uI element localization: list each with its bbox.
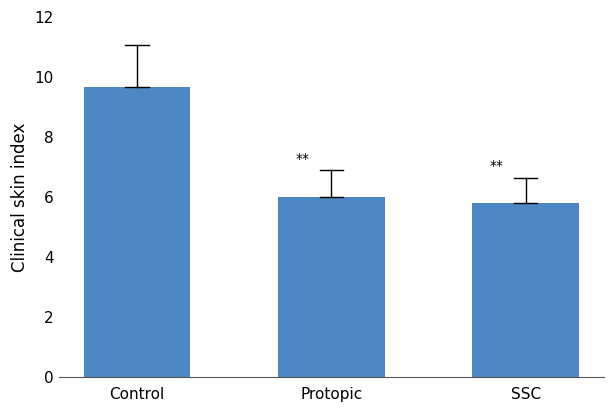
Bar xyxy=(84,87,191,377)
Y-axis label: Clinical skin index: Clinical skin index xyxy=(11,122,29,272)
Text: **: ** xyxy=(490,159,504,173)
Bar xyxy=(278,197,385,377)
Text: **: ** xyxy=(295,152,309,166)
Bar xyxy=(472,203,579,377)
